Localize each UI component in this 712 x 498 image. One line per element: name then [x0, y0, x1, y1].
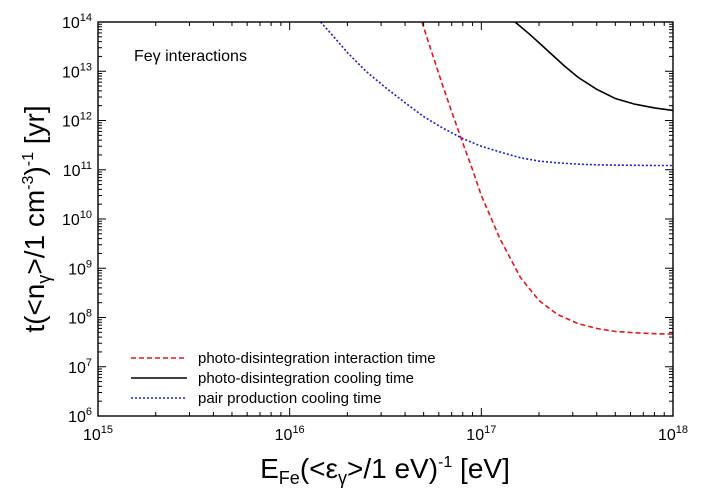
y-tick-label: 1012: [62, 111, 92, 131]
x-tick-label: 1018: [658, 424, 688, 444]
y-tick-label: 109: [68, 258, 92, 278]
x-tick-label: 1017: [466, 424, 496, 444]
series-line-2: [514, 22, 673, 112]
axis-ticks: 1015 1016 1017 1018 106 107 108 109 1010 1011 1012…: [62, 12, 688, 444]
x-tick-label: 1015: [83, 424, 113, 444]
series-line-3: [320, 22, 673, 167]
series-lines: [320, 22, 673, 335]
legend-label-3: pair production cooling time: [198, 390, 381, 407]
y-tick-label: 1010: [62, 209, 92, 229]
x-axis-label: EFe(<εγ>/1 eV)-1 [eV]: [260, 453, 510, 488]
x-tick-label: 1016: [275, 424, 305, 444]
y-tick-label: 1014: [62, 12, 92, 32]
y-tick-label: 1013: [62, 61, 92, 81]
y-tick-label: 106: [68, 406, 92, 426]
legend-label-1: photo-disintegration interaction time: [198, 350, 436, 367]
y-tick-label: 108: [68, 308, 92, 328]
y-tick-label: 107: [68, 357, 92, 377]
annotation-label: Feγ interactions: [134, 48, 247, 65]
legend-label-2: photo-disintegration cooling time: [198, 370, 414, 387]
y-axis-label: t(<nγ>/1 cm-3)-1 [yr]: [19, 105, 54, 332]
y-tick-label: 1011: [63, 160, 92, 180]
legend: photo-disintegration interaction time pho…: [131, 350, 436, 407]
series-line-1: [421, 22, 673, 335]
